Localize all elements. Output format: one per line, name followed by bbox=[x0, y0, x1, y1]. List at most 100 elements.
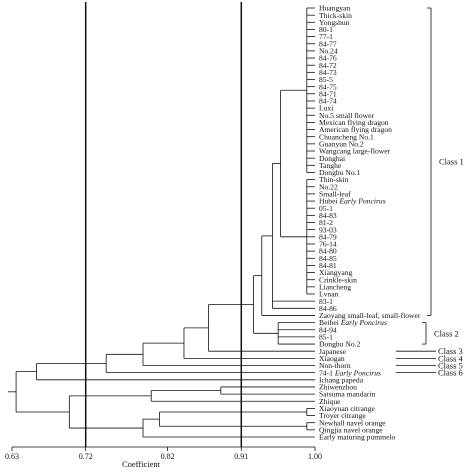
leaf-label: Beibei Early Poncirus bbox=[319, 318, 387, 327]
leaf-name: Troyer citrange bbox=[319, 411, 366, 420]
leaf-label: Thick-skin bbox=[319, 11, 352, 20]
leaf-label: 84-71 bbox=[319, 89, 337, 98]
leaf-name: Luxi bbox=[319, 104, 333, 113]
leaf-label: Hubei Early Poncirus bbox=[319, 197, 386, 206]
leaf-name: Hubei bbox=[319, 197, 339, 206]
class-label: Class 5 bbox=[438, 361, 463, 371]
leaf-label: 84-94 bbox=[319, 325, 337, 334]
leaf-name: No.24 bbox=[319, 47, 338, 56]
leaf-name: 84-79 bbox=[319, 232, 337, 241]
leaf-name: Yongshun bbox=[319, 18, 350, 27]
leaf-name: 74-1 bbox=[319, 368, 335, 377]
leaf-name: 84-75 bbox=[319, 82, 337, 91]
leaf-label: 83-1 bbox=[319, 297, 333, 306]
leaf-name: 85-1 bbox=[319, 333, 333, 342]
leaf-name: Wangcang large-flower bbox=[319, 147, 391, 156]
leaf-name: Beibei bbox=[319, 318, 341, 327]
leaf-label: Zhique bbox=[319, 397, 341, 406]
x-axis: Coefficient 0.63 0.72 0.82 0.91 1.00 bbox=[5, 446, 322, 469]
leaf-label: No.22 bbox=[319, 182, 338, 191]
leaf-label: 84-80 bbox=[319, 247, 337, 256]
leaf-label: 84-85 bbox=[319, 254, 337, 263]
leaf-name: Mexican flying dragon bbox=[319, 118, 389, 127]
leaf-name: 93-03 bbox=[319, 225, 337, 234]
leaf-name: 84-83 bbox=[319, 211, 337, 220]
tick-label: 0.72 bbox=[79, 452, 93, 461]
leaf-label: Liancheng bbox=[319, 282, 351, 291]
tick-label: 0.82 bbox=[161, 452, 175, 461]
leaf-label: Tanghe bbox=[319, 161, 342, 170]
leaf-name: 76-14 bbox=[319, 240, 337, 249]
tick-label: 1.00 bbox=[308, 452, 322, 461]
leaf-name: 84-81 bbox=[319, 261, 337, 270]
leaf-name: 84-76 bbox=[319, 54, 337, 63]
leaf-name: Newhall navel orange bbox=[319, 418, 386, 427]
leaf-label: Troyer citrange bbox=[319, 411, 366, 420]
leaf-name: Crinkle-skin bbox=[319, 275, 357, 284]
leaf-name-italic: Early Poncirus bbox=[340, 318, 387, 327]
leaf-name: 84-80 bbox=[319, 247, 337, 256]
leaf-name: 83-1 bbox=[319, 297, 333, 306]
leaf-name: Donghu No.2 bbox=[319, 340, 361, 349]
leaf-label: Xiangyang bbox=[319, 268, 353, 277]
x-axis-label: Coefficient bbox=[122, 459, 161, 469]
tick-label: 0.91 bbox=[234, 452, 248, 461]
leaf-name: Zhiwenzhou bbox=[319, 383, 357, 392]
leaf-label: Crinkle-skin bbox=[319, 275, 357, 284]
leaf-label: Donghu No.1 bbox=[319, 168, 361, 177]
leaf-label: Small-leaf bbox=[319, 190, 351, 199]
leaf-label: Xiaogan bbox=[319, 354, 345, 363]
leaf-name: Lvnan bbox=[319, 290, 339, 299]
leaf-name: 84-77 bbox=[319, 39, 337, 48]
leaf-name-italic: Early Poncirus bbox=[334, 368, 381, 377]
leaf-label: Lvnan bbox=[319, 290, 339, 299]
leaf-label: Huangyan bbox=[319, 4, 350, 13]
leaf-label: 84-83 bbox=[319, 211, 337, 220]
leaf-name: Chuancheng No.1 bbox=[319, 132, 374, 141]
leaf-label: Luxi bbox=[319, 104, 333, 113]
leaf-label: 84-79 bbox=[319, 232, 337, 241]
leaf-label: 84-81 bbox=[319, 261, 337, 270]
leaf-name: Early maturing pummelo bbox=[319, 433, 396, 442]
leaf-label: Qingjia navel orange bbox=[319, 425, 383, 434]
leaf-name: 84-72 bbox=[319, 61, 337, 70]
leaf-label: No.24 bbox=[319, 47, 338, 56]
leaf-name: Tanghe bbox=[319, 161, 342, 170]
leaf-label: No.5 small flower bbox=[319, 111, 375, 120]
tick-label: 0.63 bbox=[5, 452, 19, 461]
leaf-label: 84-76 bbox=[319, 54, 337, 63]
leaf-name: American flying dragon bbox=[319, 125, 392, 134]
leaf-name: Xiaoyuan citrange bbox=[319, 404, 376, 413]
leaf-label: Newhall navel orange bbox=[319, 418, 386, 427]
leaf-name: Small-leaf bbox=[319, 190, 351, 199]
leaf-label: Donghu No.2 bbox=[319, 340, 361, 349]
leaf-label: 74-1 Early Poncirus bbox=[319, 368, 381, 377]
leaf-name: Thick-skin bbox=[319, 11, 352, 20]
class-label: Class 3 bbox=[438, 346, 463, 356]
leaf-name: 84-94 bbox=[319, 325, 337, 334]
leaf-name: Xiangyang bbox=[319, 268, 353, 277]
leaf-label: 76-14 bbox=[319, 240, 337, 249]
leaf-name-italic: Early Poncirus bbox=[338, 197, 385, 206]
leaf-label: 80-1 bbox=[319, 25, 333, 34]
leaf-name: Japanese bbox=[319, 347, 347, 356]
leaf-name: Donghu No.1 bbox=[319, 168, 361, 177]
class-label: Class 2 bbox=[434, 328, 459, 338]
leaf-name: 84-73 bbox=[319, 68, 337, 77]
leaf-label: Chuancheng No.1 bbox=[319, 132, 374, 141]
leaf-name: No.22 bbox=[319, 182, 338, 191]
leaf-name: No.5 small flower bbox=[319, 111, 375, 120]
leaf-name: Donghai bbox=[319, 154, 345, 163]
leaf-label: Japanese bbox=[319, 347, 347, 356]
leaf-label: Satsuma mandarin bbox=[319, 390, 376, 399]
leaf-label: Ichang papeda bbox=[319, 375, 364, 384]
dendrogram-tree bbox=[8, 7, 315, 438]
leaf-label: Non-thorn bbox=[319, 361, 351, 370]
leaf-label: Thin-skin bbox=[319, 175, 349, 184]
leaf-name: Qingjia navel orange bbox=[319, 425, 383, 434]
leaf-name: Satsuma mandarin bbox=[319, 390, 376, 399]
leaf-label: 84-77 bbox=[319, 39, 337, 48]
leaf-label: 77-1 bbox=[319, 32, 333, 41]
leaf-label: 84-86 bbox=[319, 304, 337, 313]
